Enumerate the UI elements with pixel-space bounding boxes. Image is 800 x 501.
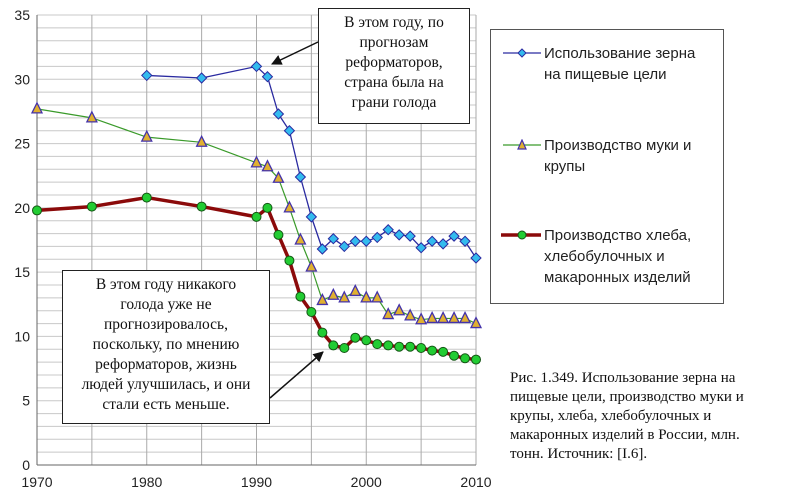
data-point — [349, 235, 361, 247]
data-point — [360, 235, 372, 247]
annotation-bottom: В этом году никакого голода уже не прогноз… — [62, 270, 270, 424]
data-point — [427, 345, 438, 356]
data-point — [294, 171, 307, 183]
data-point — [382, 307, 395, 320]
data-point — [251, 211, 262, 222]
data-point — [394, 341, 405, 352]
data-point — [284, 255, 295, 266]
data-point — [272, 108, 285, 120]
x-tick-label: 1970 — [21, 474, 52, 490]
data-point — [317, 327, 328, 338]
data-point — [141, 192, 152, 203]
data-point — [426, 235, 438, 247]
data-point — [404, 308, 417, 321]
data-point — [294, 232, 307, 245]
data-point — [295, 291, 306, 302]
data-point — [415, 242, 427, 254]
legend-item-flour: Производство муки и крупы — [491, 135, 723, 195]
legend-item-bread: Производство хлеба, хлебобулочных и макаро… — [491, 225, 723, 305]
data-point — [195, 134, 208, 147]
data-point — [382, 224, 394, 236]
x-tick-label: 2010 — [460, 474, 491, 490]
y-tick-label: 0 — [22, 457, 30, 473]
data-point — [306, 307, 317, 317]
data-point — [350, 332, 361, 343]
data-point — [470, 252, 482, 264]
data-point — [316, 243, 329, 255]
data-point — [196, 201, 207, 212]
x-tick-label: 1980 — [131, 474, 162, 490]
y-tick-label: 30 — [14, 71, 30, 87]
y-tick-label: 15 — [14, 264, 30, 280]
y-tick-label: 5 — [22, 393, 30, 409]
data-point — [250, 155, 263, 168]
data-point — [283, 200, 296, 213]
data-point — [86, 201, 97, 212]
data-point — [447, 310, 461, 324]
data-point — [261, 159, 274, 172]
annotation-arrow — [269, 351, 324, 399]
y-tick-label: 25 — [14, 136, 30, 152]
y-tick-label: 35 — [14, 7, 30, 23]
data-point — [305, 211, 318, 223]
y-tick-label: 20 — [14, 200, 30, 216]
data-point — [339, 343, 350, 353]
data-point — [437, 310, 450, 324]
data-point — [415, 312, 428, 325]
data-point — [283, 125, 296, 137]
data-point — [405, 341, 416, 352]
data-point — [360, 290, 373, 303]
data-point — [471, 354, 481, 365]
data-point — [426, 310, 439, 324]
data-point — [459, 235, 471, 247]
data-point — [85, 110, 98, 123]
data-point — [448, 230, 460, 242]
data-point — [338, 290, 351, 303]
data-point — [404, 230, 416, 242]
data-point — [327, 287, 340, 300]
data-point — [416, 343, 427, 353]
data-point — [393, 303, 406, 316]
data-point — [372, 339, 383, 350]
data-point — [371, 231, 383, 244]
legend-label: Производство хлеба, хлебобулочных и макаро… — [544, 227, 692, 286]
x-tick-label: 2000 — [351, 474, 382, 490]
data-point — [328, 340, 339, 351]
data-point — [141, 69, 153, 82]
annotation-top: В этом году, по прогнозам реформаторов, стр… — [318, 8, 470, 124]
data-point — [316, 292, 329, 306]
data-point — [30, 101, 44, 114]
figure-caption: Рис. 1.349. Использование зерна на пищевы… — [510, 370, 744, 462]
data-point — [371, 290, 384, 303]
data-point — [393, 229, 405, 241]
legend: Использование зерна на пищевые цели Произ… — [490, 29, 724, 304]
x-tick-label: 1990 — [241, 474, 272, 490]
data-point — [261, 71, 274, 83]
annotation-arrow — [271, 41, 319, 65]
legend-label: Производство муки и крупы — [544, 137, 692, 175]
legend-label: Использование зерна на пищевые цели — [544, 45, 696, 83]
data-point — [437, 238, 449, 250]
y-tick-label: 10 — [14, 328, 30, 344]
data-point — [361, 335, 372, 346]
data-point — [438, 346, 449, 357]
data-point — [195, 72, 208, 84]
data-point — [32, 205, 42, 216]
data-point — [383, 340, 394, 351]
data-point — [273, 229, 284, 240]
data-point — [469, 316, 483, 329]
data-point — [272, 170, 285, 183]
data-point — [140, 129, 153, 142]
data-point — [338, 240, 351, 253]
data-point — [262, 202, 273, 213]
data-point — [250, 60, 263, 73]
legend-item-grain: Использование зерна на пищевые цели — [491, 43, 723, 103]
data-point — [460, 353, 471, 364]
data-point — [305, 259, 318, 272]
data-point — [458, 310, 472, 324]
data-point — [327, 233, 340, 245]
data-point — [349, 283, 362, 297]
data-point — [449, 350, 460, 361]
